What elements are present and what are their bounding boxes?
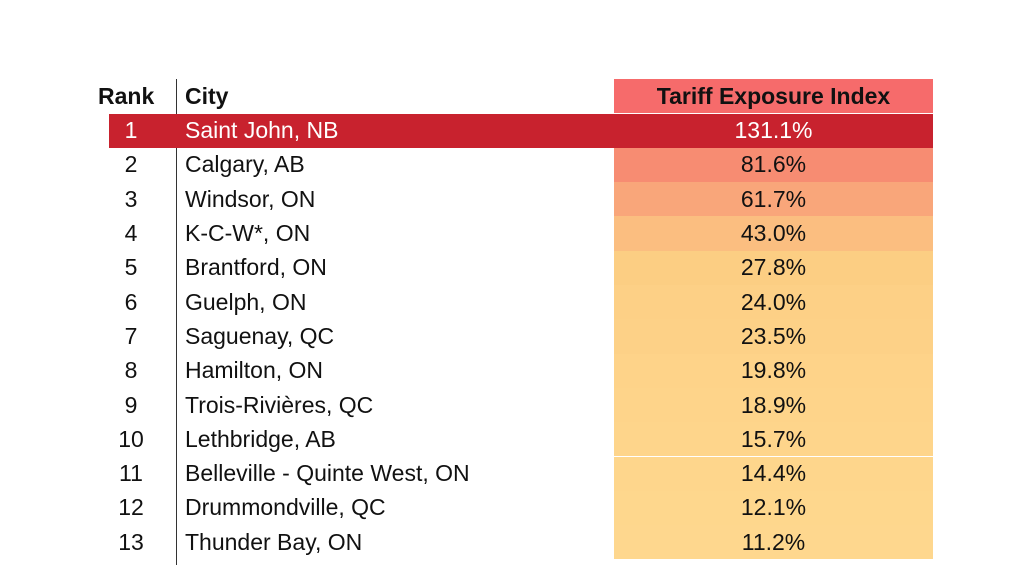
tariff-exposure-index-cell: 14.4% <box>614 456 933 491</box>
rank-column-header: Rank <box>98 82 155 109</box>
tariff-exposure-table: Rank City Tariff Exposure Index 1 Saint J… <box>95 79 935 565</box>
tariff-exposure-index-cell: 11.2% <box>614 525 933 560</box>
table-row: 6 Guelph, ON 24.0% <box>95 285 935 320</box>
rank-cell: 6 <box>124 288 138 315</box>
rank-cell: 3 <box>124 185 138 212</box>
rank-cell: 8 <box>124 357 138 384</box>
tariff-exposure-index-cell: 43.0% <box>614 216 933 251</box>
table-row: 4 K-C-W*, ON 43.0% <box>95 216 935 251</box>
tariff-exposure-index-cell: 81.6% <box>614 147 933 183</box>
column-divider <box>176 79 177 565</box>
city-cell: Windsor, ON <box>185 185 316 212</box>
rank-cell: 1 <box>124 117 138 144</box>
rank-cell: 7 <box>124 322 138 349</box>
rank-cell: 13 <box>118 528 144 555</box>
table-row: 5 Brantford, ON 27.8% <box>95 250 935 285</box>
table-row: 12 Drummondville, QC 12.1% <box>95 490 935 526</box>
city-cell: Saguenay, QC <box>185 322 335 349</box>
rank-cell: 2 <box>124 151 138 178</box>
table-row: 10 Lethbridge, AB 15.7% <box>95 422 935 457</box>
city-cell: Hamilton, ON <box>185 357 324 384</box>
tariff-exposure-index-cell: 61.7% <box>614 182 933 217</box>
city-cell: Guelph, ON <box>185 288 307 315</box>
table-row: 2 Calgary, AB 81.6% <box>95 147 935 183</box>
table-row: 11 Belleville - Quinte West, ON 14.4% <box>95 456 935 491</box>
tariff-exposure-index-cell: 15.7% <box>614 422 933 457</box>
tariff-exposure-index-cell: 27.8% <box>614 250 933 285</box>
tariff-exposure-index-cell: 23.5% <box>614 319 933 354</box>
city-cell: Saint John, NB <box>185 117 339 144</box>
tariff-exposure-index-column-header: Tariff Exposure Index <box>614 79 933 114</box>
table-row: 8 Hamilton, ON 19.8% <box>95 353 935 388</box>
city-cell: K-C-W*, ON <box>185 220 311 247</box>
tariff-exposure-index-cell: 131.1% <box>734 117 813 144</box>
table-row: 13 Thunder Bay, ON 11.2% <box>95 525 935 560</box>
city-cell: Drummondville, QC <box>185 494 386 521</box>
rank-cell: 11 <box>119 460 143 487</box>
tariff-exposure-index-cell: 24.0% <box>614 285 933 320</box>
city-cell: Lethbridge, AB <box>185 425 336 452</box>
tariff-exposure-index-cell: 12.1% <box>614 490 933 526</box>
city-cell: Trois-Rivières, QC <box>185 391 374 418</box>
city-column-header: City <box>185 82 229 109</box>
table-row: 9 Trois-Rivières, QC 18.9% <box>95 387 935 423</box>
rank-cell: 10 <box>118 425 144 452</box>
table-row: 1 Saint John, NB 131.1% <box>109 113 933 148</box>
city-cell: Calgary, AB <box>185 151 305 178</box>
table-header-row: Rank City Tariff Exposure Index <box>95 79 935 114</box>
city-cell: Belleville - Quinte West, ON <box>185 460 470 487</box>
table-row: 3 Windsor, ON 61.7% <box>95 182 935 217</box>
rank-cell: 9 <box>124 391 138 418</box>
tariff-exposure-index-cell: 19.8% <box>614 353 933 388</box>
rank-cell: 5 <box>124 254 138 281</box>
rank-cell: 12 <box>118 494 144 521</box>
city-cell: Thunder Bay, ON <box>185 528 363 555</box>
rank-cell: 4 <box>124 220 138 247</box>
table-row: 7 Saguenay, QC 23.5% <box>95 319 935 354</box>
city-cell: Brantford, ON <box>185 254 327 281</box>
tariff-exposure-index-cell: 18.9% <box>614 387 933 423</box>
